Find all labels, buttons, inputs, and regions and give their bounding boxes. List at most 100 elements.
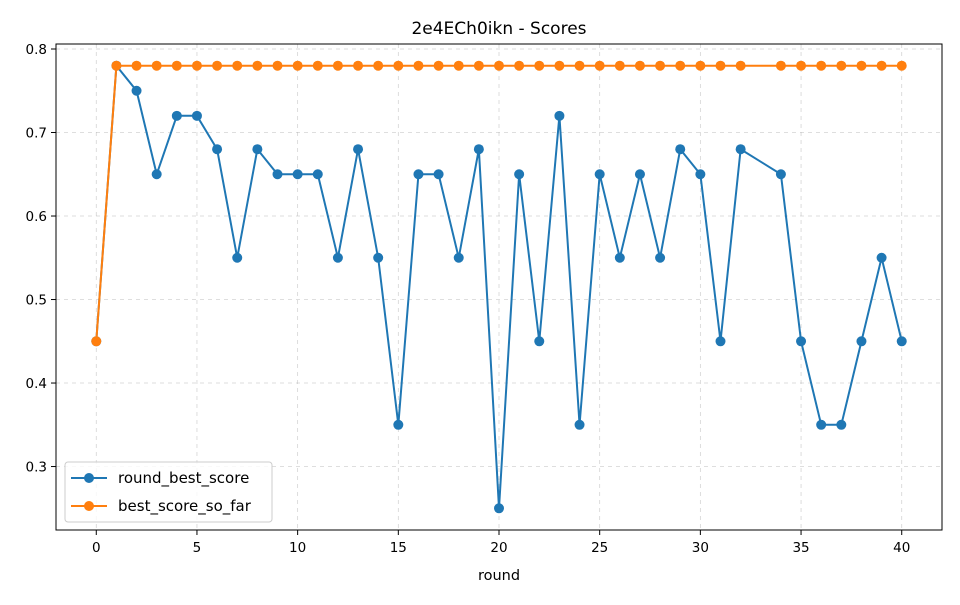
data-point-best_score_so_far: [796, 60, 807, 71]
data-point-best_score_so_far: [272, 60, 283, 71]
data-point-best_score_so_far: [655, 60, 666, 71]
data-point-best_score_so_far: [433, 60, 444, 71]
data-point-best_score_so_far: [312, 60, 323, 71]
data-point-round_best_score: [494, 503, 504, 514]
data-point-round_best_score: [796, 336, 807, 347]
y-tick-label: 0.5: [26, 293, 47, 309]
data-point-best_score_so_far: [393, 60, 404, 71]
legend-label: best_score_so_far: [118, 497, 252, 516]
x-axis-label: round: [478, 568, 520, 584]
data-point-round_best_score: [473, 144, 484, 155]
data-point-round_best_score: [453, 252, 464, 263]
data-point-best_score_so_far: [252, 60, 263, 71]
data-point-best_score_so_far: [171, 60, 182, 71]
data-point-round_best_score: [171, 110, 182, 121]
data-point-best_score_so_far: [131, 60, 142, 71]
data-point-best_score_so_far: [675, 60, 686, 71]
data-point-round_best_score: [836, 419, 847, 430]
x-tick-label: 0: [92, 540, 101, 556]
data-point-round_best_score: [816, 419, 827, 430]
data-point-round_best_score: [131, 85, 142, 96]
data-point-round_best_score: [373, 252, 384, 263]
legend-marker: [84, 473, 94, 483]
data-point-round_best_score: [353, 144, 364, 155]
data-point-best_score_so_far: [232, 60, 243, 71]
data-point-round_best_score: [594, 169, 605, 180]
plot-series: [91, 60, 907, 514]
data-point-best_score_so_far: [735, 60, 746, 71]
data-point-best_score_so_far: [876, 60, 887, 71]
data-point-best_score_so_far: [473, 60, 484, 71]
data-point-round_best_score: [212, 144, 223, 155]
series-line-round_best_score: [95, 64, 903, 510]
data-point-round_best_score: [252, 144, 263, 155]
data-point-round_best_score: [534, 336, 545, 347]
data-point-best_score_so_far: [594, 60, 605, 71]
data-point-best_score_so_far: [353, 60, 364, 71]
y-tick-label: 0.7: [26, 126, 47, 142]
data-point-best_score_so_far: [775, 60, 786, 71]
y-tick-label: 0.6: [26, 209, 47, 225]
data-point-best_score_so_far: [453, 60, 464, 71]
data-point-round_best_score: [312, 169, 323, 180]
data-point-round_best_score: [896, 336, 907, 347]
data-point-best_score_so_far: [413, 60, 424, 71]
x-tick-label: 40: [893, 540, 910, 556]
data-point-best_score_so_far: [836, 60, 847, 71]
y-tick-label: 0.3: [26, 460, 47, 476]
data-point-round_best_score: [332, 252, 343, 263]
data-point-round_best_score: [433, 169, 444, 180]
legend-marker: [84, 501, 94, 511]
data-point-best_score_so_far: [534, 60, 545, 71]
data-point-round_best_score: [856, 336, 867, 347]
data-point-round_best_score: [675, 144, 686, 155]
data-point-best_score_so_far: [896, 60, 907, 71]
data-point-best_score_so_far: [373, 60, 384, 71]
data-point-round_best_score: [151, 169, 162, 180]
data-point-best_score_so_far: [695, 60, 706, 71]
data-point-best_score_so_far: [212, 60, 223, 71]
x-tick-label: 5: [193, 540, 202, 556]
legend-item-round_best_score: round_best_score: [71, 469, 249, 488]
y-tick-label: 0.8: [26, 42, 47, 58]
data-point-round_best_score: [695, 169, 706, 180]
data-point-best_score_so_far: [111, 60, 122, 71]
data-point-round_best_score: [514, 169, 525, 180]
data-point-best_score_so_far: [292, 60, 303, 71]
x-tick-label: 20: [490, 540, 507, 556]
legend-item-best_score_so_far: best_score_so_far: [71, 497, 252, 516]
data-point-best_score_so_far: [715, 60, 726, 71]
data-point-round_best_score: [554, 110, 565, 121]
data-point-round_best_score: [655, 252, 666, 263]
data-point-round_best_score: [232, 252, 243, 263]
x-tick-label: 25: [591, 540, 608, 556]
data-point-round_best_score: [775, 169, 786, 180]
legend: round_best_score best_score_so_far: [64, 461, 273, 523]
data-point-round_best_score: [413, 169, 424, 180]
data-point-round_best_score: [272, 169, 283, 180]
data-point-round_best_score: [292, 169, 303, 180]
data-point-round_best_score: [191, 110, 202, 121]
data-point-best_score_so_far: [332, 60, 343, 71]
data-point-round_best_score: [715, 336, 726, 347]
series-line-best_score_so_far: [95, 64, 902, 342]
data-point-best_score_so_far: [554, 60, 565, 71]
data-point-round_best_score: [614, 252, 625, 263]
x-tick-label: 30: [692, 540, 709, 556]
data-point-best_score_so_far: [856, 60, 867, 71]
y-tick-label: 0.4: [26, 376, 47, 392]
data-point-best_score_so_far: [514, 60, 525, 71]
data-point-best_score_so_far: [151, 60, 162, 71]
data-point-best_score_so_far: [494, 60, 504, 71]
x-tick-label: 35: [792, 540, 809, 556]
series-best_score_so_far: [91, 60, 907, 347]
legend-frame: [64, 461, 273, 523]
grid: [56, 44, 942, 530]
x-axis-ticks: 0 5 10 15 20 25 30 35 40: [92, 530, 910, 556]
y-axis-ticks: 0.3 0.4 0.5 0.6 0.7 0.8: [26, 42, 56, 476]
data-point-best_score_so_far: [574, 60, 585, 71]
x-tick-label: 10: [289, 540, 306, 556]
data-point-best_score_so_far: [191, 60, 202, 71]
